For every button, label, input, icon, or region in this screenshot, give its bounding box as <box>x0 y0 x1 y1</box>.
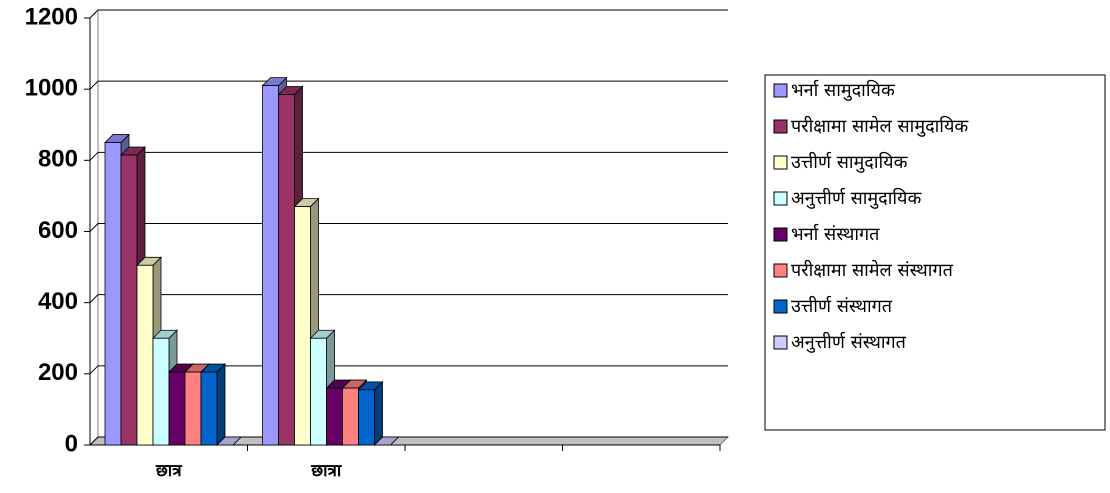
bar <box>357 380 384 446</box>
legend-swatch <box>773 263 788 278</box>
y-tick-label: 1200 <box>25 3 78 30</box>
grid-line <box>89 365 728 375</box>
bar-front <box>184 371 202 446</box>
y-tick-label: 1000 <box>25 75 78 102</box>
x-tick-label: छात्र <box>155 461 182 481</box>
legend-box <box>764 74 1106 431</box>
y-tick-label: 600 <box>38 217 78 244</box>
legend-swatch <box>773 155 788 170</box>
bar-front <box>120 154 138 446</box>
bar-front <box>342 387 359 446</box>
bar <box>216 436 242 446</box>
bar-front <box>278 94 295 446</box>
legend-label: अनुत्तीर्ण सामुदायिक <box>791 187 922 209</box>
grid-line <box>89 9 728 19</box>
y-tick-label: 400 <box>38 288 78 315</box>
grid-line <box>89 223 728 232</box>
grid-line <box>89 294 728 304</box>
bar-front <box>294 206 311 446</box>
bar-side <box>216 363 226 446</box>
legend-swatch <box>773 299 788 314</box>
legend-label: उत्तीर्ण संस्थागत <box>791 295 893 317</box>
bar-front <box>326 387 343 446</box>
y-tick-label: 0 <box>65 430 78 457</box>
bar-front <box>310 337 327 446</box>
bar <box>373 436 400 446</box>
grid-line <box>89 80 728 90</box>
legend-swatch <box>773 119 788 134</box>
bar-front <box>104 142 122 446</box>
bar-front <box>136 264 154 446</box>
bar-front <box>168 371 186 446</box>
grid-line <box>89 151 728 161</box>
bar-front <box>152 337 170 446</box>
y-tick-label: 800 <box>38 146 78 173</box>
y-tick-label: 200 <box>38 359 78 386</box>
legend-label: भर्ना सामुदायिक <box>791 79 896 101</box>
bar-front <box>262 85 279 446</box>
x-tick-label: छात्रा <box>310 461 342 481</box>
legend-swatch <box>773 227 788 242</box>
legend-label: परीक्षामा सामेल संस्थागत <box>791 259 954 281</box>
legend-label: परीक्षामा सामेल सामुदायिक <box>791 115 969 137</box>
legend-label: भर्ना संस्थागत <box>791 223 880 245</box>
bar-top <box>216 436 242 446</box>
legend-label: उत्तीर्ण सामुदायिक <box>791 151 909 173</box>
bar <box>200 363 226 446</box>
bar-side <box>374 380 383 446</box>
legend-swatch <box>773 191 788 206</box>
legend-swatch <box>773 83 788 98</box>
legend-label: अनुत्तीर्ण संस्थागत <box>791 331 907 353</box>
bar-front <box>358 389 375 446</box>
bar-top <box>373 436 400 446</box>
legend-swatch <box>773 335 788 350</box>
bar-front <box>200 371 218 446</box>
grid-line <box>89 436 728 446</box>
